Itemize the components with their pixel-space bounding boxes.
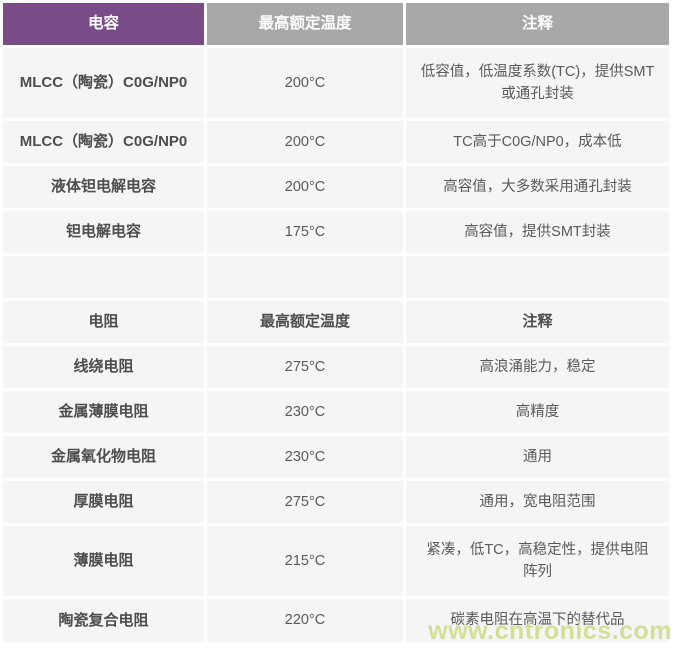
resistor-note-cell: 碳素电阻在高温下的替代品	[406, 599, 669, 642]
resistor-name-cell: 陶瓷复合电阻	[3, 599, 204, 642]
capacitor-note-cell: 高容值，大多数采用通孔封装	[406, 166, 669, 208]
resistor-notes-header-cell: 注释	[406, 301, 669, 343]
resistor-note-cell: 高精度	[406, 391, 669, 433]
resistor-note-cell: 紧凑，低TC，高稳定性，提供电阻阵列	[406, 526, 669, 596]
resistor-max-temp-header-cell: 最高额定温度	[207, 301, 403, 343]
capacitor-note-cell: 低容值，低温度系数(TC)，提供SMT或通孔封装	[406, 48, 669, 118]
max-temp-header-cell: 最高额定温度	[207, 3, 403, 45]
resistor-temp-cell: 275°C	[207, 346, 403, 388]
capacitor-header-cell: 电容	[3, 3, 204, 45]
spacer-cell	[3, 256, 204, 298]
resistor-name-cell: 厚膜电阻	[3, 481, 204, 523]
resistor-temp-cell: 215°C	[207, 526, 403, 596]
resistor-name-cell: 金属薄膜电阻	[3, 391, 204, 433]
resistor-temp-cell: 220°C	[207, 599, 403, 642]
spacer-cell	[207, 256, 403, 298]
resistor-name-cell: 薄膜电阻	[3, 526, 204, 596]
resistor-header-cell: 电阻	[3, 301, 204, 343]
spacer-cell	[406, 256, 669, 298]
resistor-name-cell: 线绕电阻	[3, 346, 204, 388]
resistor-temp-cell: 230°C	[207, 436, 403, 478]
capacitor-note-cell: 高容值，提供SMT封装	[406, 211, 669, 253]
resistor-temp-cell: 275°C	[207, 481, 403, 523]
capacitor-temp-cell: 200°C	[207, 166, 403, 208]
resistor-temp-cell: 230°C	[207, 391, 403, 433]
resistor-note-cell: 通用，宽电阻范围	[406, 481, 669, 523]
resistor-name-cell: 金属氧化物电阻	[3, 436, 204, 478]
capacitor-name-cell: 钽电解电容	[3, 211, 204, 253]
capacitor-name-cell: 液体钽电解电容	[3, 166, 204, 208]
resistor-note-cell: 通用	[406, 436, 669, 478]
capacitor-name-cell: MLCC（陶瓷）C0G/NP0	[3, 121, 204, 163]
capacitor-temp-cell: 200°C	[207, 48, 403, 118]
notes-header-cell: 注释	[406, 3, 669, 45]
capacitor-temp-cell: 175°C	[207, 211, 403, 253]
capacitor-name-cell: MLCC（陶瓷）C0G/NP0	[3, 48, 204, 118]
resistor-note-cell: 高浪涌能力，稳定	[406, 346, 669, 388]
capacitor-temp-cell: 200°C	[207, 121, 403, 163]
capacitor-note-cell: TC高于C0G/NP0，成本低	[406, 121, 669, 163]
